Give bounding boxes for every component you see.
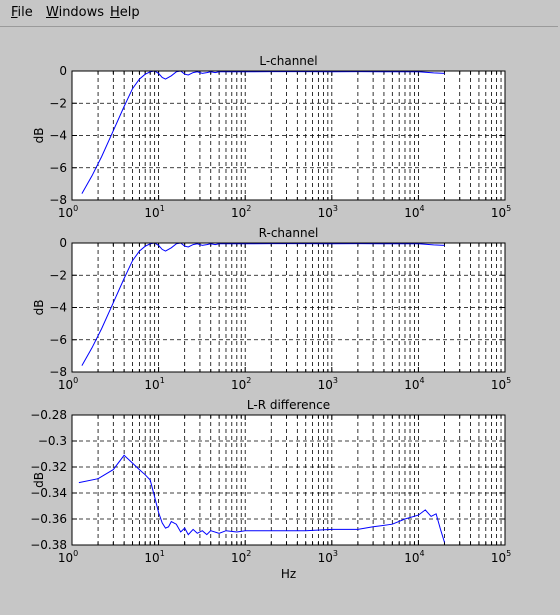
x-tick-label: 103 bbox=[318, 204, 338, 220]
grid bbox=[72, 414, 505, 546]
x-tick-label: 104 bbox=[404, 549, 424, 565]
x-tick-label: 100 bbox=[58, 204, 78, 220]
y-tick-label: −0.3 bbox=[38, 434, 67, 448]
x-tick-label: 105 bbox=[491, 376, 511, 392]
x-tick-label: 102 bbox=[231, 204, 251, 220]
x-tick-label: 101 bbox=[144, 376, 164, 392]
y-tick-label: −4 bbox=[49, 301, 67, 315]
y-axis-label: dB bbox=[32, 300, 46, 316]
y-tick-label: −0.28 bbox=[30, 408, 67, 422]
axes-1: 100 101 102 103 104 105 0 −2 −4 −6 −8 L-channel dB bbox=[32, 54, 511, 220]
y-tick-label: 0 bbox=[59, 64, 67, 78]
x-tick-label: 104 bbox=[404, 204, 424, 220]
series-line-1 bbox=[78, 454, 445, 543]
menu-bar: File Windows Help bbox=[0, 0, 558, 27]
plots-svg: 100 101 102 103 104 1050−2−4−6−8L-channeldB10… bbox=[30, 54, 511, 581]
chart-title: R-channel bbox=[259, 226, 319, 240]
x-tick-label: 102 bbox=[231, 376, 251, 392]
y-tick-label: −6 bbox=[49, 333, 67, 347]
axes-frame bbox=[71, 70, 506, 201]
chart-title: L-channel bbox=[259, 54, 317, 68]
x-tick-label: 101 bbox=[144, 204, 164, 220]
y-tick-label: −4 bbox=[49, 129, 67, 143]
series-line-1 bbox=[81, 242, 445, 366]
y-tick-label: −6 bbox=[49, 161, 67, 175]
series-line-1 bbox=[81, 70, 445, 194]
x-tick-label: 103 bbox=[318, 549, 338, 565]
axes-2: 100 101 102 103 104 105 0 −2 −4 −6 −8 R-channel dB bbox=[32, 226, 511, 392]
y-tick-label: −2 bbox=[49, 96, 67, 110]
chart-title: L-R difference bbox=[247, 398, 330, 412]
menu-help[interactable]: Help bbox=[110, 5, 140, 20]
menu-windows[interactable]: Windows bbox=[46, 5, 105, 20]
y-axis-label: dB bbox=[32, 128, 46, 144]
menu-file[interactable]: File bbox=[11, 5, 33, 20]
y-tick-label: −2 bbox=[49, 268, 67, 282]
grid bbox=[72, 242, 505, 373]
x-tick-label: 104 bbox=[404, 376, 424, 392]
x-tick-label: 103 bbox=[318, 376, 338, 392]
plot-area bbox=[71, 414, 506, 546]
y-tick-label: 0 bbox=[59, 236, 67, 250]
y-tick-label: −8 bbox=[49, 193, 67, 207]
y-tick-label: −0.34 bbox=[30, 486, 67, 500]
axes-frame bbox=[71, 242, 506, 373]
y-tick-label: −0.32 bbox=[30, 460, 67, 474]
x-tick-label: 100 bbox=[58, 549, 78, 565]
x-tick-label: 102 bbox=[231, 549, 251, 565]
y-tick-label: −0.36 bbox=[30, 512, 67, 526]
x-tick-label: 105 bbox=[491, 204, 511, 220]
y-tick-label: −8 bbox=[49, 365, 67, 379]
x-tick-label: 101 bbox=[144, 549, 164, 565]
axes-3: 100 101 102 103 104 105 −0.28 −0.3 −0.32 −0.34 −0.… bbox=[30, 398, 511, 581]
x-axis-label: Hz bbox=[281, 567, 296, 581]
axes-frame bbox=[71, 414, 506, 546]
x-tick-label: 105 bbox=[491, 549, 511, 565]
x-tick-label: 100 bbox=[58, 376, 78, 392]
y-tick-label: −0.38 bbox=[30, 538, 67, 552]
y-axis-label: dB bbox=[32, 472, 46, 488]
figure-canvas: 100 101 102 103 104 105 0 −2 −4 −6 −8 L-channel dB 10… bbox=[0, 27, 560, 611]
